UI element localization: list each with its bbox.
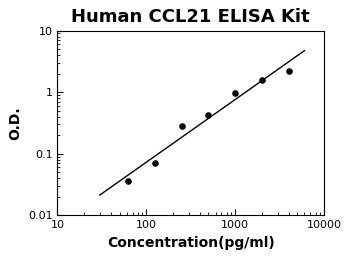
Point <box>206 113 211 117</box>
Point <box>259 78 265 82</box>
Point <box>125 179 131 183</box>
Point <box>232 91 238 95</box>
Point <box>152 160 158 165</box>
Point <box>286 69 292 73</box>
Title: Human CCL21 ELISA Kit: Human CCL21 ELISA Kit <box>71 8 310 26</box>
X-axis label: Concentration(pg/ml): Concentration(pg/ml) <box>107 236 275 250</box>
Y-axis label: O.D.: O.D. <box>8 106 22 140</box>
Point <box>179 124 184 128</box>
